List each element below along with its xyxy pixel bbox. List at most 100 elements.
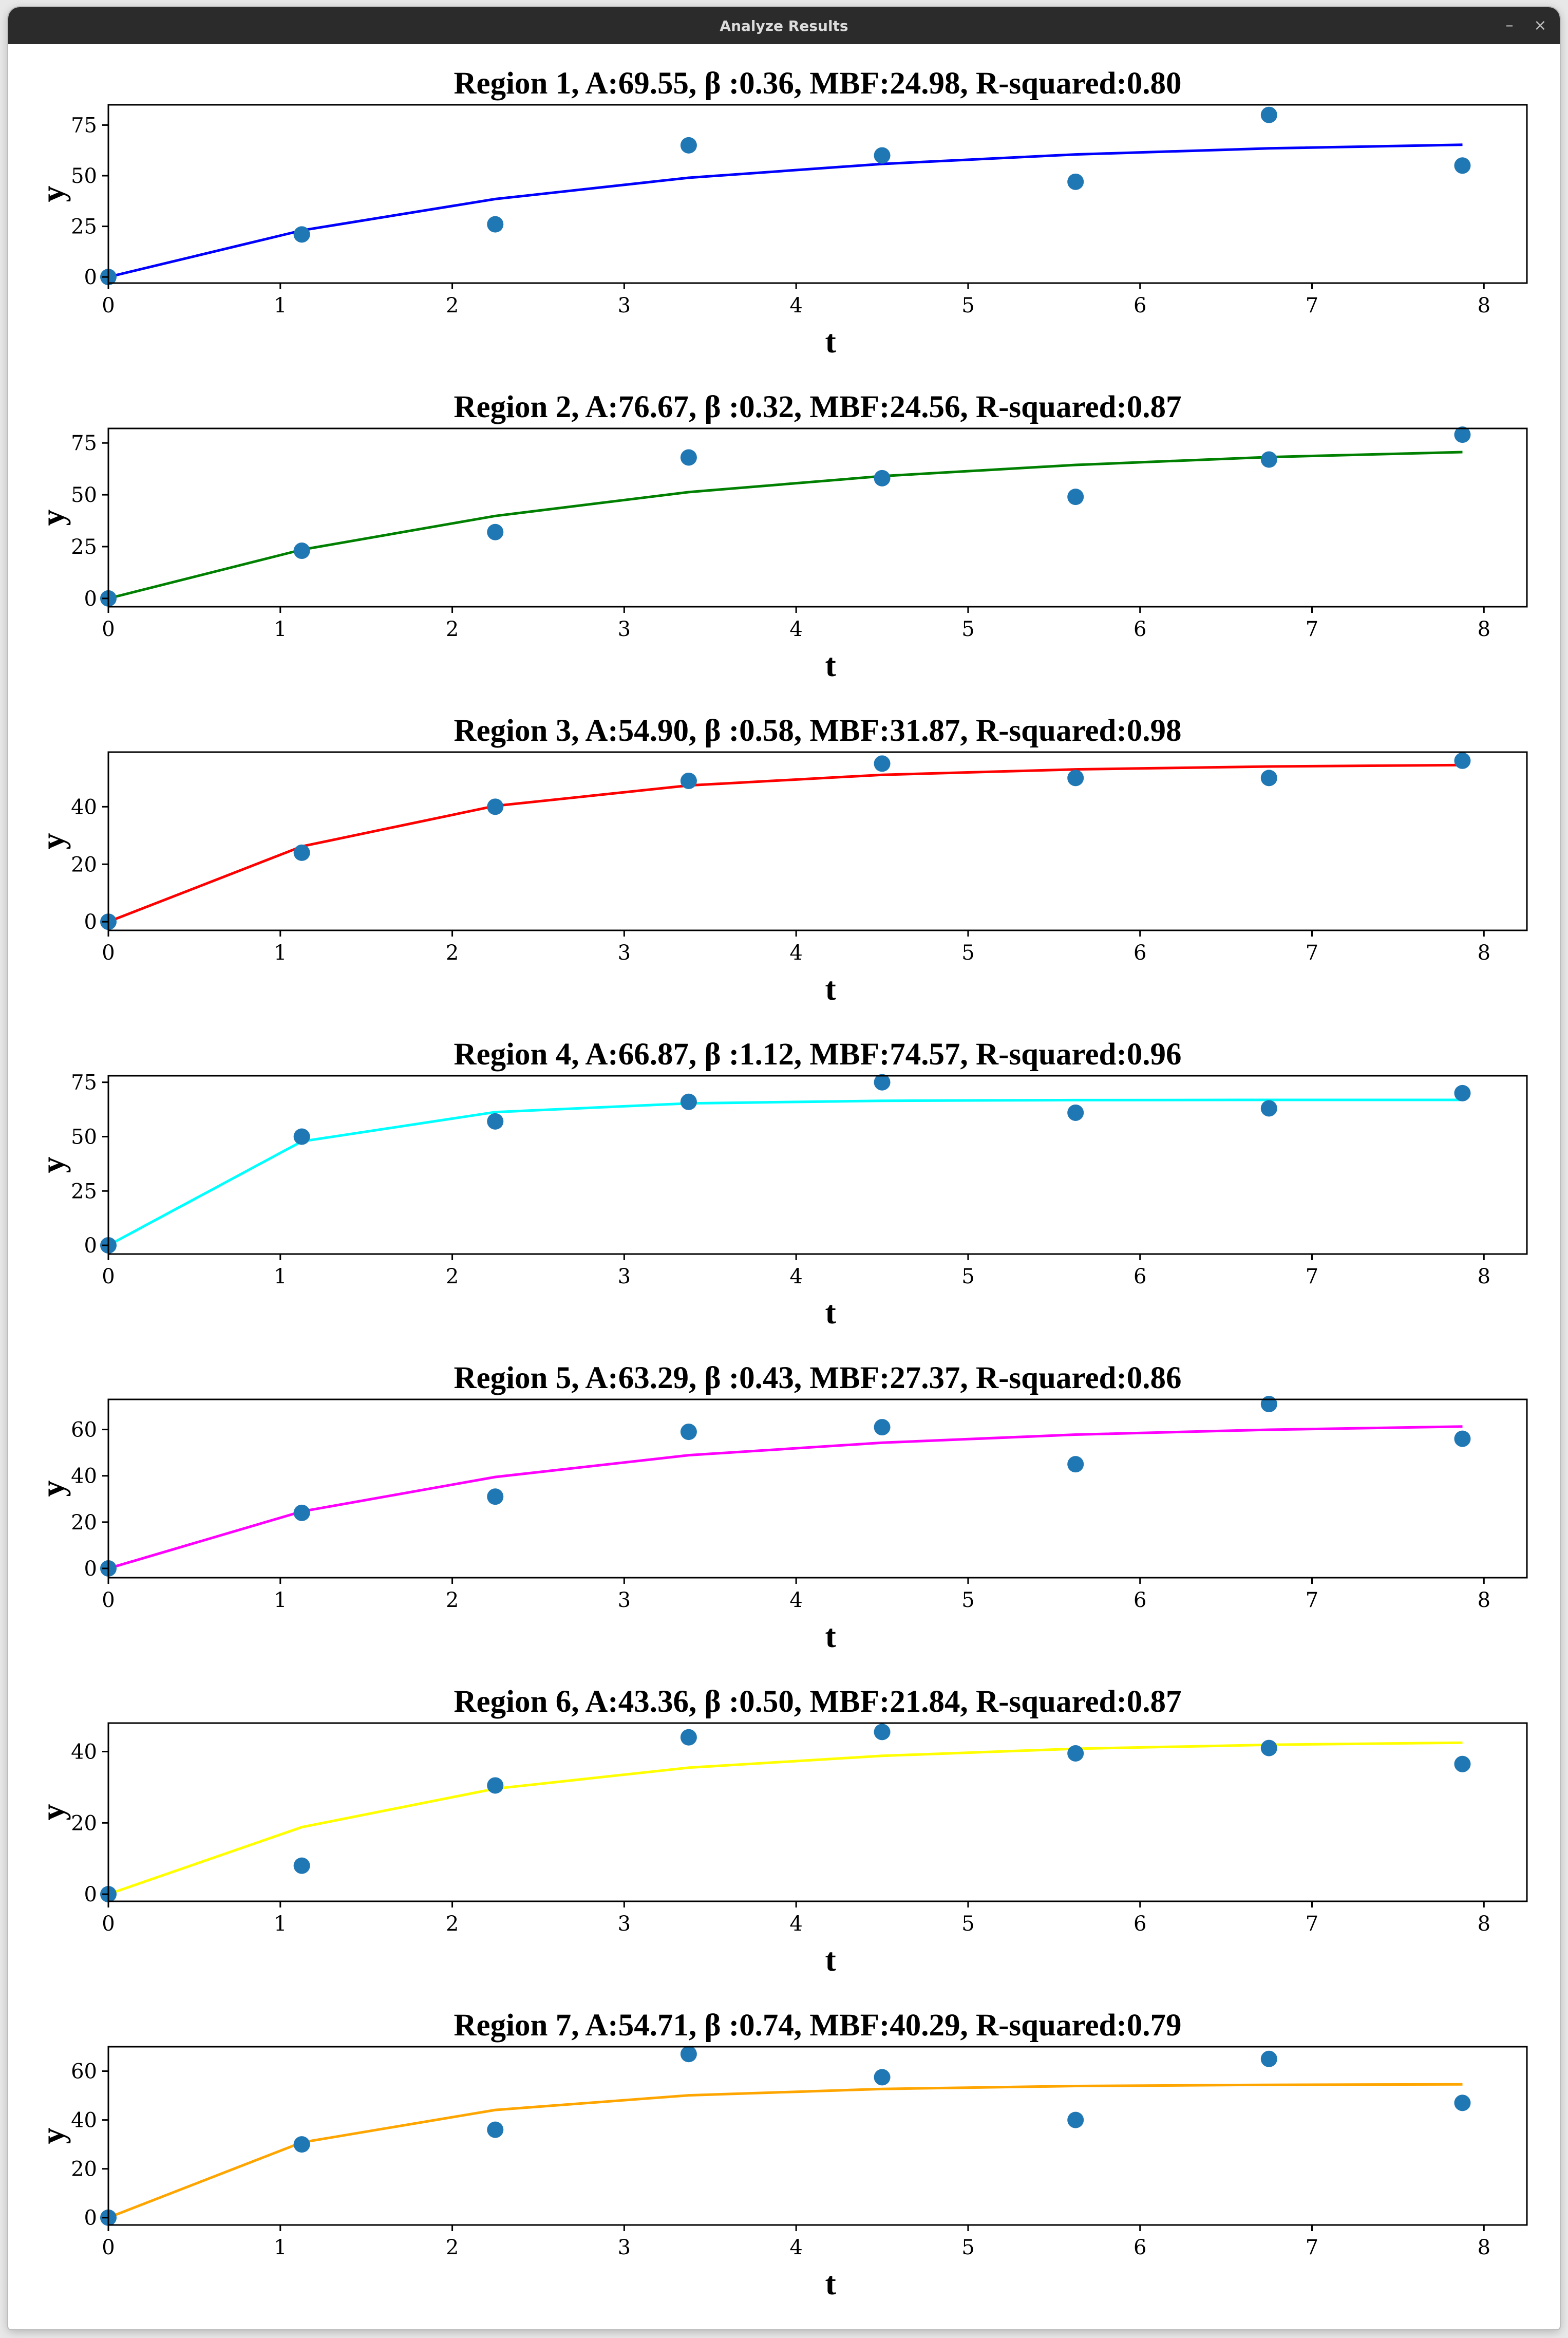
data-point — [680, 1093, 697, 1110]
x-tick-label: 5 — [961, 294, 974, 317]
data-point — [1067, 1456, 1084, 1473]
figure: Region 1, A:69.55, β :0.36, MBF:24.98, R… — [34, 66, 1528, 2302]
x-tick-label: 7 — [1306, 2236, 1318, 2259]
y-tick-label: 0 — [84, 910, 97, 934]
y-axis-label: y — [34, 1157, 71, 1173]
window-titlebar[interactable]: Analyze Results – × — [8, 7, 1560, 44]
x-tick-label: 4 — [789, 294, 802, 317]
y-tick-label: 25 — [71, 535, 97, 559]
x-tick-label: 6 — [1134, 294, 1146, 317]
fit-line — [108, 1741, 1463, 1896]
x-tick-label: 7 — [1306, 941, 1318, 965]
x-tick-label: 1 — [274, 294, 287, 317]
x-tick-label: 6 — [1134, 618, 1146, 641]
data-point — [1260, 770, 1277, 787]
x-tick-label: 4 — [789, 941, 802, 965]
x-tick-label: 6 — [1134, 941, 1146, 965]
x-tick-label: 0 — [102, 2236, 115, 2259]
chart-title: Region 3, A:54.90, β :0.58, MBF:31.87, R… — [454, 714, 1181, 748]
axes-frame — [107, 2046, 1528, 2226]
x-tick-label: 3 — [618, 618, 631, 641]
x-tick-label: 4 — [789, 1265, 802, 1288]
y-tick-label: 50 — [71, 164, 97, 188]
y-tick-label: 60 — [71, 2060, 97, 2084]
data-point — [874, 1724, 891, 1741]
y-tick-label: 50 — [71, 483, 97, 507]
x-tick-label: 3 — [618, 294, 631, 317]
window-title: Analyze Results — [720, 17, 848, 34]
data-point — [680, 1729, 697, 1746]
chart-title: Region 5, A:63.29, β :0.43, MBF:27.37, R… — [454, 1361, 1181, 1395]
chart-panel-1: Region 1, A:69.55, β :0.36, MBF:24.98, R… — [34, 66, 1528, 360]
x-tick-label: 2 — [446, 618, 459, 641]
x-tick-label: 1 — [274, 1265, 287, 1288]
data-point — [1260, 1100, 1277, 1117]
minimize-button[interactable]: – — [1505, 16, 1514, 34]
chart-panel-6: Region 6, A:43.36, β :0.50, MBF:21.84, R… — [34, 1685, 1528, 1978]
y-axis-label: y — [34, 510, 71, 526]
close-button[interactable]: × — [1534, 16, 1547, 34]
data-point — [1454, 1084, 1471, 1101]
axes-frame — [107, 1398, 1528, 1579]
x-tick-label: 7 — [1306, 618, 1318, 641]
x-tick-label: 2 — [446, 2236, 459, 2259]
y-tick-label: 0 — [84, 266, 97, 289]
x-axis-label: t — [825, 1618, 836, 1654]
y-tick-label: 40 — [71, 1465, 97, 1488]
x-axis-label: t — [825, 647, 836, 683]
data-point — [1260, 451, 1277, 468]
y-tick-label: 75 — [71, 432, 97, 455]
data-point — [680, 137, 697, 154]
data-point — [874, 2069, 891, 2086]
chart-title: Region 7, A:54.71, β :0.74, MBF:40.29, R… — [454, 2008, 1181, 2043]
data-point — [293, 1857, 310, 1874]
data-point — [1067, 770, 1084, 787]
y-tick-label: 50 — [71, 1125, 97, 1149]
data-point — [293, 1504, 310, 1521]
y-tick-label: 75 — [71, 1071, 97, 1095]
chart-panel-2: Region 2, A:76.67, β :0.32, MBF:24.56, R… — [34, 390, 1528, 683]
fit-line — [108, 451, 1463, 600]
x-tick-label: 2 — [446, 1588, 459, 1612]
x-tick-label: 5 — [961, 2236, 974, 2259]
y-tick-label: 0 — [84, 1557, 97, 1581]
x-tick-label: 7 — [1306, 1912, 1318, 1936]
data-point — [680, 1424, 697, 1441]
data-point — [680, 2046, 697, 2063]
fit-line — [108, 143, 1463, 278]
x-tick-label: 2 — [446, 1912, 459, 1936]
x-tick-label: 7 — [1306, 1265, 1318, 1288]
x-tick-label: 2 — [446, 294, 459, 317]
data-point — [1260, 2050, 1277, 2067]
chart-panel-4: Region 4, A:66.87, β :1.12, MBF:74.57, R… — [34, 1037, 1528, 1331]
y-tick-label: 25 — [71, 1180, 97, 1203]
data-point — [1454, 426, 1471, 443]
y-tick-label: 0 — [84, 1234, 97, 1258]
data-point — [874, 1419, 891, 1436]
data-point — [1067, 2111, 1084, 2128]
data-point — [1454, 157, 1471, 174]
x-tick-label: 0 — [102, 1912, 115, 1936]
data-point — [874, 755, 891, 772]
x-tick-label: 1 — [274, 941, 287, 965]
data-point — [874, 147, 891, 164]
chart-panel-5: Region 5, A:63.29, β :0.43, MBF:27.37, R… — [34, 1361, 1528, 1654]
y-tick-label: 0 — [84, 1883, 97, 1906]
y-axis-label: y — [34, 833, 71, 850]
figure-canvas: Region 1, A:69.55, β :0.36, MBF:24.98, R… — [8, 44, 1560, 2329]
fit-line — [108, 763, 1463, 923]
x-tick-label: 5 — [961, 618, 974, 641]
data-point — [680, 772, 697, 789]
data-point — [1067, 1104, 1084, 1121]
x-tick-label: 7 — [1306, 1588, 1318, 1612]
axes-frame — [107, 427, 1528, 608]
y-tick-label: 40 — [71, 2109, 97, 2133]
x-tick-label: 8 — [1478, 2236, 1490, 2259]
x-tick-label: 5 — [961, 1912, 974, 1936]
x-tick-label: 6 — [1134, 1265, 1146, 1288]
fit-line — [108, 2083, 1463, 2219]
data-point — [680, 449, 697, 466]
data-point — [487, 216, 504, 233]
y-tick-label: 0 — [84, 2206, 97, 2230]
axes-frame — [107, 1075, 1528, 1255]
